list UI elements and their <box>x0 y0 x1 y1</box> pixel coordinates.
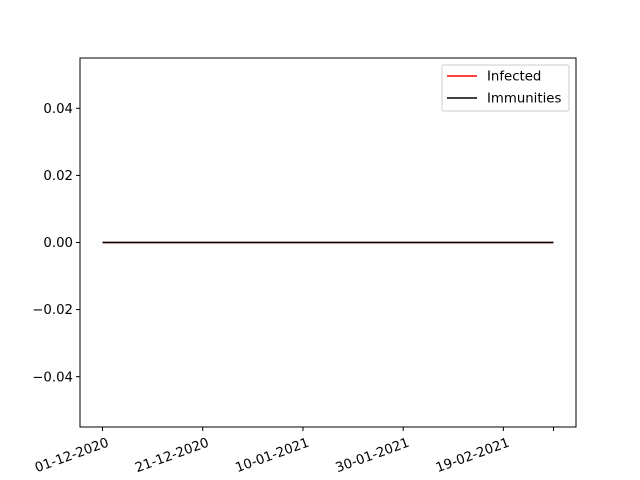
legend-label-immunities: Immunities <box>487 92 561 107</box>
y-axis: −0.04 −0.02 0.00 0.02 0.04 <box>32 102 80 385</box>
y-tick-label: 0.00 <box>43 236 73 251</box>
legend: Infected Immunities <box>441 64 570 112</box>
y-tick-label: 0.04 <box>43 102 73 117</box>
y-tick-label: −0.04 <box>32 370 73 385</box>
y-tick-label: 0.02 <box>43 169 73 184</box>
legend-label-infected: Infected <box>487 70 541 85</box>
y-tick-label: −0.02 <box>32 303 73 318</box>
